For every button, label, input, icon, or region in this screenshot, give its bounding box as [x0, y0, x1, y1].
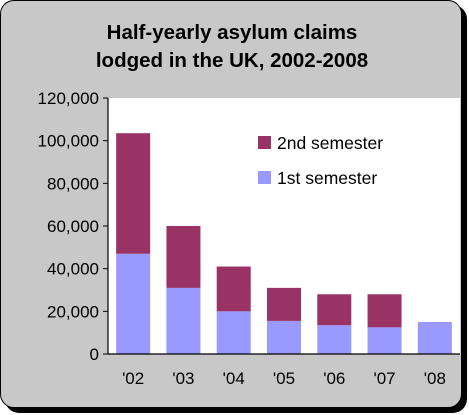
- y-tick-label: 120,000: [38, 89, 99, 108]
- y-tick-label: 100,000: [38, 132, 99, 151]
- chart-title-line-1: Half-yearly asylum claims: [106, 21, 358, 44]
- y-tick-label: 60,000: [47, 217, 99, 236]
- legend: 2nd semester 1st semester: [258, 133, 383, 188]
- y-tick-label: 80,000: [47, 174, 99, 193]
- x-tick-label: '06: [323, 369, 345, 388]
- bar-first-semester-3: [267, 320, 301, 354]
- x-tick-label: '03: [172, 369, 194, 388]
- chart-title: Half-yearly asylum claims lodged in the …: [1, 19, 463, 75]
- legend-label: 2nd semester: [277, 133, 383, 153]
- y-tick-label: 40,000: [47, 260, 99, 279]
- bar-second-semester-1: [166, 226, 201, 288]
- bar-first-semester-6: [417, 322, 452, 354]
- legend-label: 1st semester: [277, 168, 377, 188]
- legend-swatch: [258, 171, 271, 184]
- bars-group: [116, 133, 452, 354]
- axes-group: '02 '03 '04 '05 '06 '07 '08 0 20,000 40,000 60,000…: [38, 89, 460, 388]
- x-tick-label: '04: [223, 369, 245, 388]
- bar-second-semester-5: [367, 294, 402, 328]
- y-tick-label: 20,000: [47, 302, 99, 321]
- bar-first-semester-1: [166, 287, 201, 354]
- y-tick-label: 0: [90, 345, 99, 364]
- bar-first-semester-5: [367, 327, 402, 354]
- bar-second-semester-2: [216, 266, 251, 312]
- bar-first-semester-2: [216, 311, 251, 354]
- bar-second-semester-3: [267, 287, 301, 321]
- bar-second-semester-0: [116, 133, 151, 254]
- x-tick-label: '02: [122, 369, 144, 388]
- x-tick-label: '05: [273, 369, 295, 388]
- legend-swatch: [258, 136, 271, 149]
- bar-second-semester-4: [317, 294, 352, 326]
- x-tick-label: '08: [424, 369, 446, 388]
- chart-title-line-2: lodged in the UK, 2002-2008: [95, 49, 369, 72]
- bar-first-semester-0: [116, 253, 151, 354]
- bar-first-semester-4: [317, 325, 352, 354]
- x-tick-label: '07: [373, 369, 395, 388]
